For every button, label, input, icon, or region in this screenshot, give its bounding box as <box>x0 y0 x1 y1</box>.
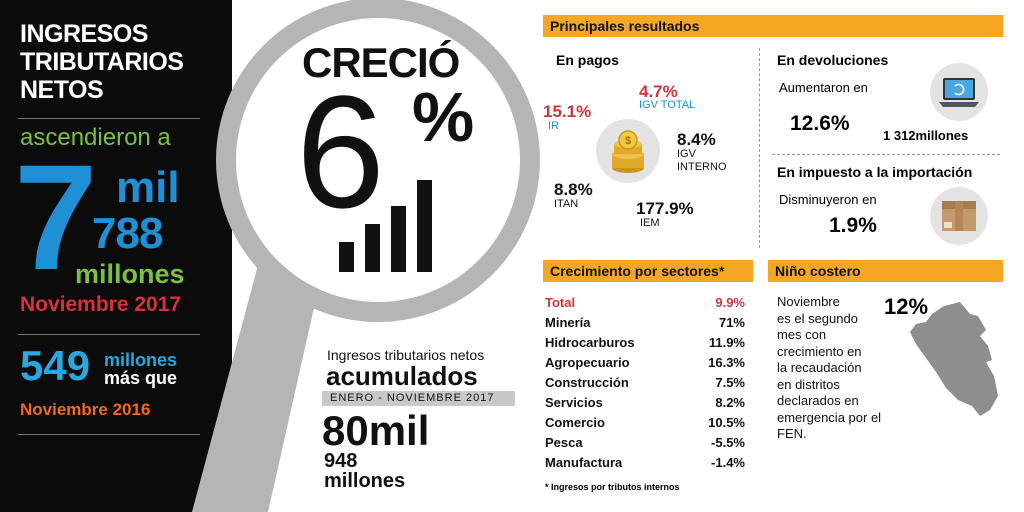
period-text: Noviembre 2017 <box>20 293 182 316</box>
nino-text-line: mes con <box>777 327 827 342</box>
iem-label: IEM <box>640 217 660 229</box>
nino-header: Niño costero <box>768 260 1003 282</box>
sector-name: Agropecuario <box>545 355 630 370</box>
igv-interno-label-2: INTERNO <box>677 161 727 173</box>
sector-name: Minería <box>545 315 591 330</box>
horizontal-divider <box>772 154 1000 155</box>
accum-unit: millones <box>324 470 406 492</box>
svg-text:$: $ <box>625 135 631 147</box>
nino-pct: 12% <box>884 294 929 319</box>
sectors-footnote: * Ingresos por tributos internos <box>545 482 680 492</box>
pagos-title: En pagos <box>556 52 620 68</box>
magnifier-icon <box>192 0 540 512</box>
igv-total-label: IGV TOTAL <box>639 99 696 111</box>
import-pct: 1.9% <box>829 214 877 237</box>
iem-pct: 177.9% <box>636 199 694 218</box>
sector-value: -5.5% <box>711 435 745 450</box>
sector-value: -1.4% <box>711 455 745 470</box>
divider <box>18 434 200 435</box>
left-panel: INGRESOS TRIBUTARIOS NETOS ascendieron a… <box>0 0 232 512</box>
prev-period-text: Noviembre 2016 <box>20 400 151 419</box>
ascended-text: ascendieron a <box>20 124 171 151</box>
devol-amount: 1 312millones <box>883 128 969 143</box>
diff-value: 549 <box>20 342 91 389</box>
table-row: Hidrocarburos 11.9% <box>545 333 745 353</box>
sector-value: 16.3% <box>708 355 745 370</box>
table-row: Construcción 7.5% <box>545 373 745 393</box>
sector-value: 9.9% <box>715 295 745 310</box>
title-line-1: INGRESOS <box>20 20 148 48</box>
crecio-text: CRECIÓ <box>302 39 460 86</box>
igv-total-pct: 4.7% <box>639 82 678 101</box>
big-788: 788 <box>92 209 163 258</box>
igv-interno-label-1: IGV <box>677 148 696 160</box>
laptop-icon <box>930 63 988 121</box>
sector-name: Manufactura <box>545 455 623 470</box>
sector-name: Servicios <box>545 395 603 410</box>
sector-value: 10.5% <box>708 415 745 430</box>
accum-value: 80mil <box>322 407 430 454</box>
box-icon <box>930 187 988 245</box>
millones-text: millones <box>75 259 185 289</box>
accum-period: ENERO - NOVIEMBRE 2017 <box>330 392 495 404</box>
sector-value: 71% <box>718 315 745 330</box>
magnifier-glass <box>236 18 520 302</box>
big-mil: mil <box>116 163 180 212</box>
table-row: Minería 71% <box>545 313 745 333</box>
table-row: Servicios 8.2% <box>545 393 745 413</box>
nino-text-line: declarados en <box>777 393 859 408</box>
import-text: Disminuyeron en <box>779 192 877 207</box>
sector-name: Hidrocarburos <box>545 335 635 350</box>
nino-text-line: emergencia por el <box>777 409 882 425</box>
sector-value: 11.9% <box>708 335 745 350</box>
ir-pct: 15.1% <box>543 102 592 121</box>
accum-title: acumulados <box>326 361 478 391</box>
devol-title: En devoluciones <box>777 52 889 68</box>
sector-value: 8.2% <box>715 395 745 410</box>
sector-name: Pesca <box>545 435 583 450</box>
import-title: En impuesto a la importación <box>777 164 973 180</box>
sectors-header: Crecimiento por sectores* <box>543 260 753 282</box>
nino-text-line: Noviembre <box>777 294 840 309</box>
nino-text-line: crecimiento en <box>777 343 862 359</box>
diff-unit-2: más que <box>104 368 178 388</box>
table-row: Total 9.9% <box>545 293 745 313</box>
nino-text-line: la recaudación <box>777 360 862 375</box>
table-row: Agropecuario 16.3% <box>545 353 745 373</box>
itan-label: ITAN <box>554 198 579 210</box>
nino-text-line: en distritos <box>777 376 840 392</box>
title-line-2: TRIBUTARIOS <box>20 48 184 76</box>
results-header: Principales resultados <box>543 15 1003 37</box>
nino-text-line: es el segundo <box>777 310 858 326</box>
vertical-divider <box>759 48 760 248</box>
sector-name: Comercio <box>545 415 605 430</box>
table-row: Comercio 10.5% <box>545 413 745 433</box>
devol-pct: 12.6% <box>790 112 850 135</box>
percent-text: % <box>412 78 475 156</box>
period-band <box>322 391 515 406</box>
diff-unit-1: millones <box>104 350 178 370</box>
divider <box>18 334 200 335</box>
table-row: Pesca -5.5% <box>545 433 745 453</box>
accum-label: Ingresos tributarios netos <box>327 347 485 363</box>
coins-icon: $ <box>596 119 660 183</box>
nino-text-line: FEN. <box>777 426 807 441</box>
sector-name: Construcción <box>545 375 629 390</box>
bar-chart-icon <box>339 180 432 272</box>
accum-value-2: 948 <box>324 450 358 472</box>
nino-text: Noviembre es el segundo mes con crecimie… <box>777 294 881 443</box>
ir-label: IR <box>548 120 559 132</box>
divider <box>18 118 200 119</box>
table-row: Manufactura -1.4% <box>545 453 745 473</box>
igv-interno-pct: 8.4% <box>677 130 716 149</box>
devol-text: Aumentaron en <box>779 80 868 95</box>
itan-pct: 8.8% <box>554 180 593 199</box>
magnifier-handle <box>192 250 318 512</box>
title-line-3: NETOS <box>20 76 104 104</box>
big-seven: 7 <box>14 133 97 301</box>
six-text: 6 <box>296 62 385 241</box>
peru-map-icon <box>910 302 998 416</box>
sector-value: 7.5% <box>715 375 745 390</box>
sector-name: Total <box>545 295 576 310</box>
